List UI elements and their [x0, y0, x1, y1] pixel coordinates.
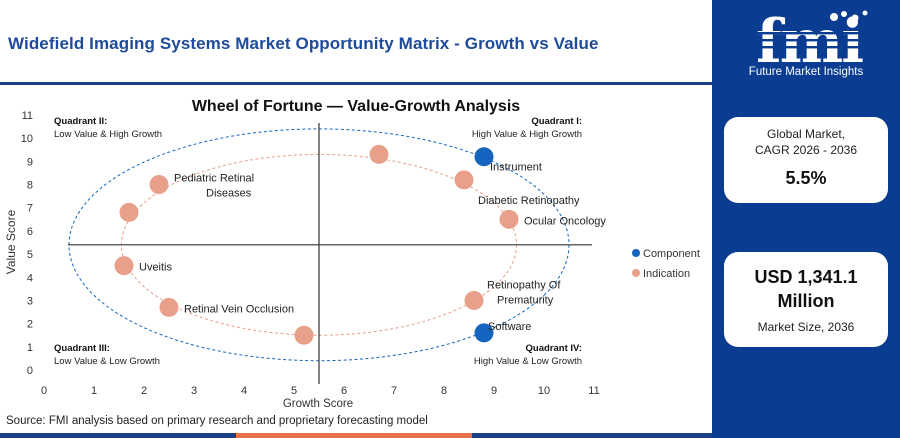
x-tick-label: 2: [141, 385, 147, 397]
indication-point: [464, 290, 484, 310]
y-tick-label: 3: [27, 295, 33, 307]
point-label: Uveitis: [139, 262, 173, 274]
x-axis-label: Growth Score: [283, 398, 353, 410]
legend-label: Component: [643, 248, 700, 260]
y-tick-label: 2: [27, 319, 33, 331]
y-tick-label: 11: [22, 110, 33, 122]
indication-point: [369, 144, 389, 164]
x-tick-label: 0: [41, 385, 47, 397]
point-label: Retinal Vein Occlusion: [184, 303, 294, 315]
cagr-card: Global Market, CAGR 2026 - 2036 5.5%: [724, 117, 888, 203]
y-tick-label: 4: [27, 272, 33, 284]
x-tick-label: 8: [441, 385, 447, 397]
quadrant-title: Quadrant II:: [54, 116, 107, 127]
opportunity-matrix-chart: 0 1 2 3 4 5 6 7 8 9 10 11 0 1 2 3 4 5 6 7 8 9 10 11 Wheel of Fo…: [4, 98, 700, 410]
legend-marker: [632, 269, 640, 277]
x-tick-label: 4: [241, 385, 247, 397]
quadrant-subtitle: High Value & Low Growth: [474, 356, 582, 367]
market-size-card: USD 1,341.1 Million Market Size, 2036: [724, 252, 888, 347]
market-value-line2: Million: [777, 291, 835, 311]
market-size-label: Market Size, 2036: [757, 320, 855, 334]
y-tick-label: 0: [27, 365, 33, 377]
logo-wordmark: fmi: [756, 8, 863, 77]
cagr-label-line2: CAGR 2026 - 2036: [754, 143, 858, 157]
quadrant-subtitle: Low Value & Low Growth: [54, 356, 160, 367]
component-point: [474, 323, 494, 343]
quadrant-subtitle: Low Value & High Growth: [54, 129, 162, 140]
source-note: Source: FMI analysis based on primary re…: [6, 415, 428, 427]
y-tick-label: 5: [27, 249, 33, 261]
quadrant-title: Quadrant I:: [531, 116, 582, 127]
point-label: Diabetic Retinopathy: [478, 195, 580, 207]
point-label: Pediatric Retinal Diseases: [174, 173, 254, 200]
x-tick-label: 5: [291, 385, 297, 397]
indication-point: [159, 297, 179, 317]
component-point: [474, 147, 494, 167]
chart-title: Wheel of Fortune — Value-Growth Analysis: [192, 98, 520, 115]
y-tick-label: 6: [27, 226, 33, 238]
indication-point: [499, 209, 519, 229]
x-tick-label: 10: [538, 385, 550, 397]
x-tick-label: 9: [491, 385, 497, 397]
y-tick-label: 1: [27, 342, 33, 354]
x-tick-label: 6: [341, 385, 347, 397]
indication-point: [454, 170, 474, 190]
y-tick-label: 10: [21, 133, 33, 145]
y-axis-label: Value Score: [4, 209, 18, 274]
x-tick-label: 1: [91, 385, 97, 397]
x-tick-label: 3: [191, 385, 197, 397]
x-tick-label: 7: [391, 385, 397, 397]
indication-point: [114, 256, 134, 276]
fmi-logo: fmi: [754, 8, 868, 77]
report-panel: Widefield Imaging Systems Market Opportu…: [0, 34, 712, 438]
quadrant-title: Quadrant III:: [54, 343, 110, 354]
indication-point: [119, 202, 139, 222]
market-value-line1: USD 1,341.1: [754, 267, 858, 287]
y-tick-label: 9: [27, 156, 33, 168]
indication-point: [294, 325, 314, 345]
point-label: Instrument: [490, 162, 542, 174]
cagr-label-line1: Global Market,: [766, 127, 846, 141]
point-label: Ocular Oncology: [524, 215, 606, 227]
legend-marker: [632, 249, 640, 257]
y-tick-label: 8: [27, 180, 33, 192]
quadrant-title: Quadrant IV:: [526, 343, 582, 354]
summary-sidebar: fmi Future Market Insights Global Market…: [712, 0, 900, 438]
logo-tagline: Future Market Insights: [748, 66, 864, 78]
title-divider: [0, 82, 712, 85]
point-label: Software: [488, 321, 531, 333]
page-title: Widefield Imaging Systems Market Opportu…: [8, 34, 599, 53]
x-tick-label: 11: [588, 385, 599, 397]
quadrant-subtitle: High Value & High Growth: [472, 129, 582, 140]
indication-point: [149, 175, 169, 195]
legend-label: Indication: [643, 268, 690, 280]
point-label: Retinopathy Of Prematurity: [487, 279, 561, 306]
y-tick-label: 7: [27, 203, 33, 215]
cagr-value: 5.5%: [785, 168, 827, 188]
bottom-color-bar: [0, 433, 712, 438]
